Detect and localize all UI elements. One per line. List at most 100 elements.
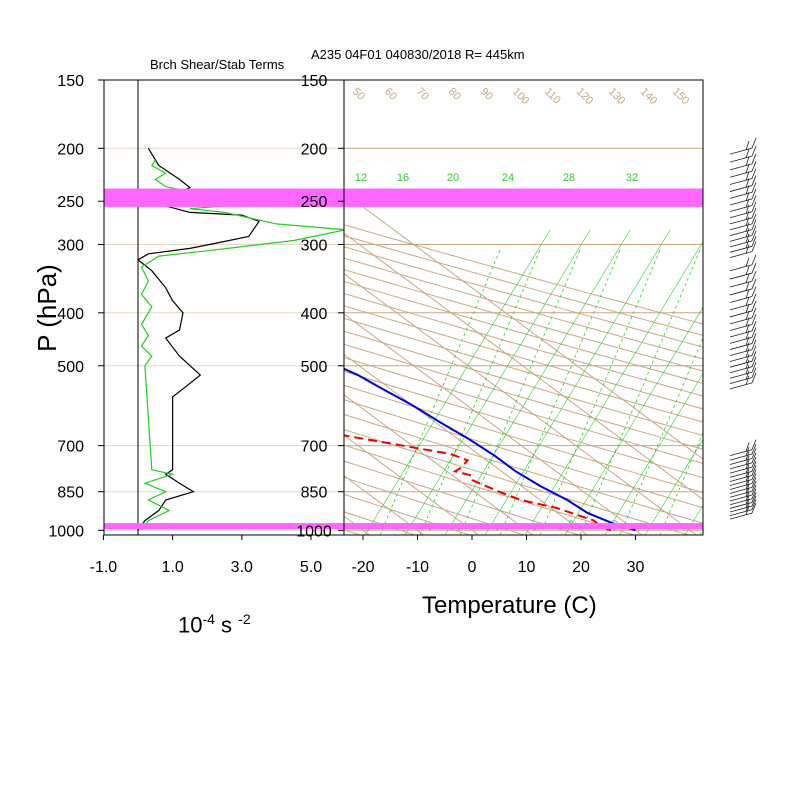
wind-barb-flag [745,310,750,320]
dry-adiabat [344,384,703,494]
wind-barb-flag [745,491,750,501]
wind-barb-flag [745,487,750,498]
wind-barb-flag [751,188,757,200]
wind-barb-staff [729,251,753,258]
dry-adiabat-label: 130 [606,86,627,107]
left-panel-title: Brch Shear/Stab Terms [150,57,285,72]
wind-barb-flag [751,201,757,212]
wind-barb-flag [751,327,757,338]
moist-adiabat-line [484,229,671,535]
wind-barb-flag [751,262,757,274]
wind-barb-flag [745,365,750,375]
moist-adiabat-line [604,372,703,535]
y-tick-label-right: 500 [301,359,328,376]
wind-barb-staff [729,163,753,171]
dry-adiabat [344,317,703,423]
dry-adiabat-label: 50 [350,86,367,103]
moist-adiabat-line [404,229,591,535]
y-tick-label-right: 300 [301,238,328,255]
wind-barb-flag [745,210,750,220]
isotherm-line [344,434,479,535]
dry-adiabat [344,493,470,535]
wind-barb-flag [745,330,750,340]
wind-barb-flag [745,204,750,214]
wind-barb-flag [751,356,757,367]
wind-barb-flag [745,375,750,385]
y-tick-label-left: 850 [57,485,84,502]
wind-barb-flag [751,452,757,464]
wind-barb-flag [751,495,757,507]
wind-barb-flag [745,233,750,244]
left-x-tick-label: 1.0 [161,559,183,576]
wind-barb-flag [751,456,757,468]
dry-adiabat-label: 60 [382,86,399,103]
wind-barb-flag [745,141,750,151]
wind-barb-flag [751,461,757,472]
wind-barb-flag [751,484,757,496]
wind-barb-flag [745,476,750,486]
wind-barb-staff [729,264,753,272]
mixing-ratio-line [659,431,703,535]
wind-barb-staff [729,458,753,465]
wind-barb-flag [751,307,757,318]
y-tick-label-left: 200 [57,141,84,158]
mixing-ratio-line [419,249,541,535]
moist-adiabat-line [644,438,703,535]
isotherm-line [344,353,588,535]
y-tick-label-right: 700 [301,439,328,456]
wind-barb-flag [745,323,750,334]
wind-barb-staff [729,155,753,163]
dry-adiabat [344,305,703,410]
dry-adiabat-label: 90 [478,86,495,103]
wind-barb-flag [751,137,757,149]
dry-adiabat-label: 150 [670,86,691,107]
wind-barb-flag [745,317,750,327]
wind-barb-flag [751,469,757,480]
dry-adiabat [344,429,689,535]
y-tick-label-right: 400 [301,306,328,323]
wind-barb-flag [745,216,750,226]
dry-adiabat-label: 120 [574,86,595,107]
wind-barb-flag [745,148,750,159]
wind-barb-staff [729,288,753,296]
wind-barb-flag [751,488,757,499]
wind-barb-staff [729,280,753,288]
wind-barb-flag [751,293,757,304]
x-tick-label: 0 [468,559,477,576]
x-tick-label: 20 [572,559,590,576]
wind-barb-flag [751,362,757,373]
dry-adiabat [344,343,703,450]
wind-barb-staff [729,494,753,502]
moist-adiabat-line [364,229,551,535]
wind-barb-flag [751,443,757,455]
wind-barb-flag [745,156,750,166]
wind-barb-flag [751,219,757,230]
dry-adiabat [344,224,703,325]
y-tick-label-right: 200 [301,141,328,158]
wind-barb-flag [745,502,750,512]
wind-barb-flag [751,499,757,510]
moist-adiabat-line [564,306,703,535]
wind-barb-staff [729,512,753,520]
wind-barb-flag [745,178,750,188]
mixing-ratio-label: 32 [626,172,638,184]
wind-barb-staff [729,296,753,303]
moist-adiabat-line [444,229,631,535]
wind-barb-flag [745,265,750,276]
wind-barb-flag [751,367,757,378]
wind-barb-flag [751,477,757,488]
wind-barb-flag [751,270,757,282]
wind-barb-flag [751,182,757,193]
wind-barb-staff [729,272,753,280]
wind-barb-staff [729,449,753,456]
wind-barb-flag [745,348,750,358]
x-axis-label-left: 10-4 s -2 [178,612,251,636]
y-tick-label-left: 700 [57,439,84,456]
y-tick-label-right: 250 [301,194,328,211]
dry-adiabat [344,399,703,509]
wind-barb-flag [745,446,750,457]
wind-barb-flag [751,320,757,332]
wind-barb-flag [745,442,750,452]
